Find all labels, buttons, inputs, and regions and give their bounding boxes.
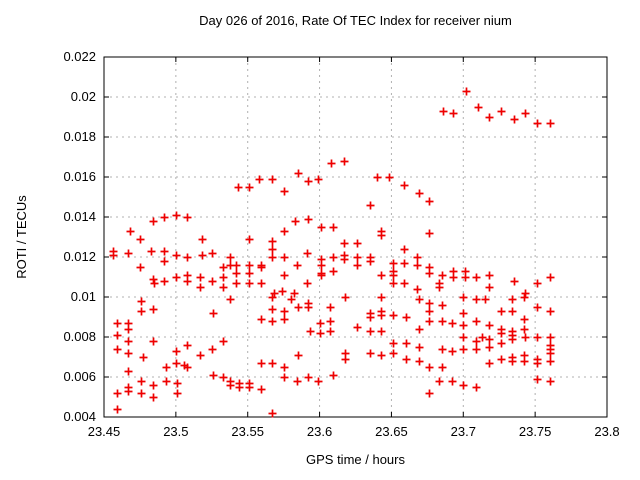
x-tick-label: 23.6 [306, 424, 333, 439]
y-tick-label: 0.014 [63, 209, 96, 224]
plot-border [103, 56, 608, 418]
x-tick-label: 23.5 [163, 424, 189, 439]
y-tick-label: 0.022 [63, 49, 96, 64]
x-tick-label: 23.75 [518, 424, 552, 439]
y-tick-label: 0.018 [63, 129, 96, 144]
x-tick-label: 23.7 [450, 424, 476, 439]
x-tick-label: 23.45 [87, 424, 121, 439]
y-tick-label: 0.012 [63, 249, 96, 264]
scatter-points [109, 87, 555, 418]
y-tick-label: 0.016 [63, 169, 96, 184]
y-tick-label: 0.006 [63, 369, 96, 384]
y-tick-label: 0.02 [70, 89, 96, 104]
x-tick-label: 23.65 [375, 424, 408, 439]
x-tick-label: 23.8 [594, 424, 620, 439]
y-tick-label: 0.008 [63, 329, 96, 344]
chart-title: Day 026 of 2016, Rate Of TEC Index for r… [199, 13, 512, 28]
x-tick-label: 23.55 [231, 424, 264, 439]
x-axis-label: GPS time / hours [306, 452, 405, 467]
y-tick-label: 0.01 [70, 289, 96, 304]
y-tick-label: 0.004 [63, 409, 96, 424]
